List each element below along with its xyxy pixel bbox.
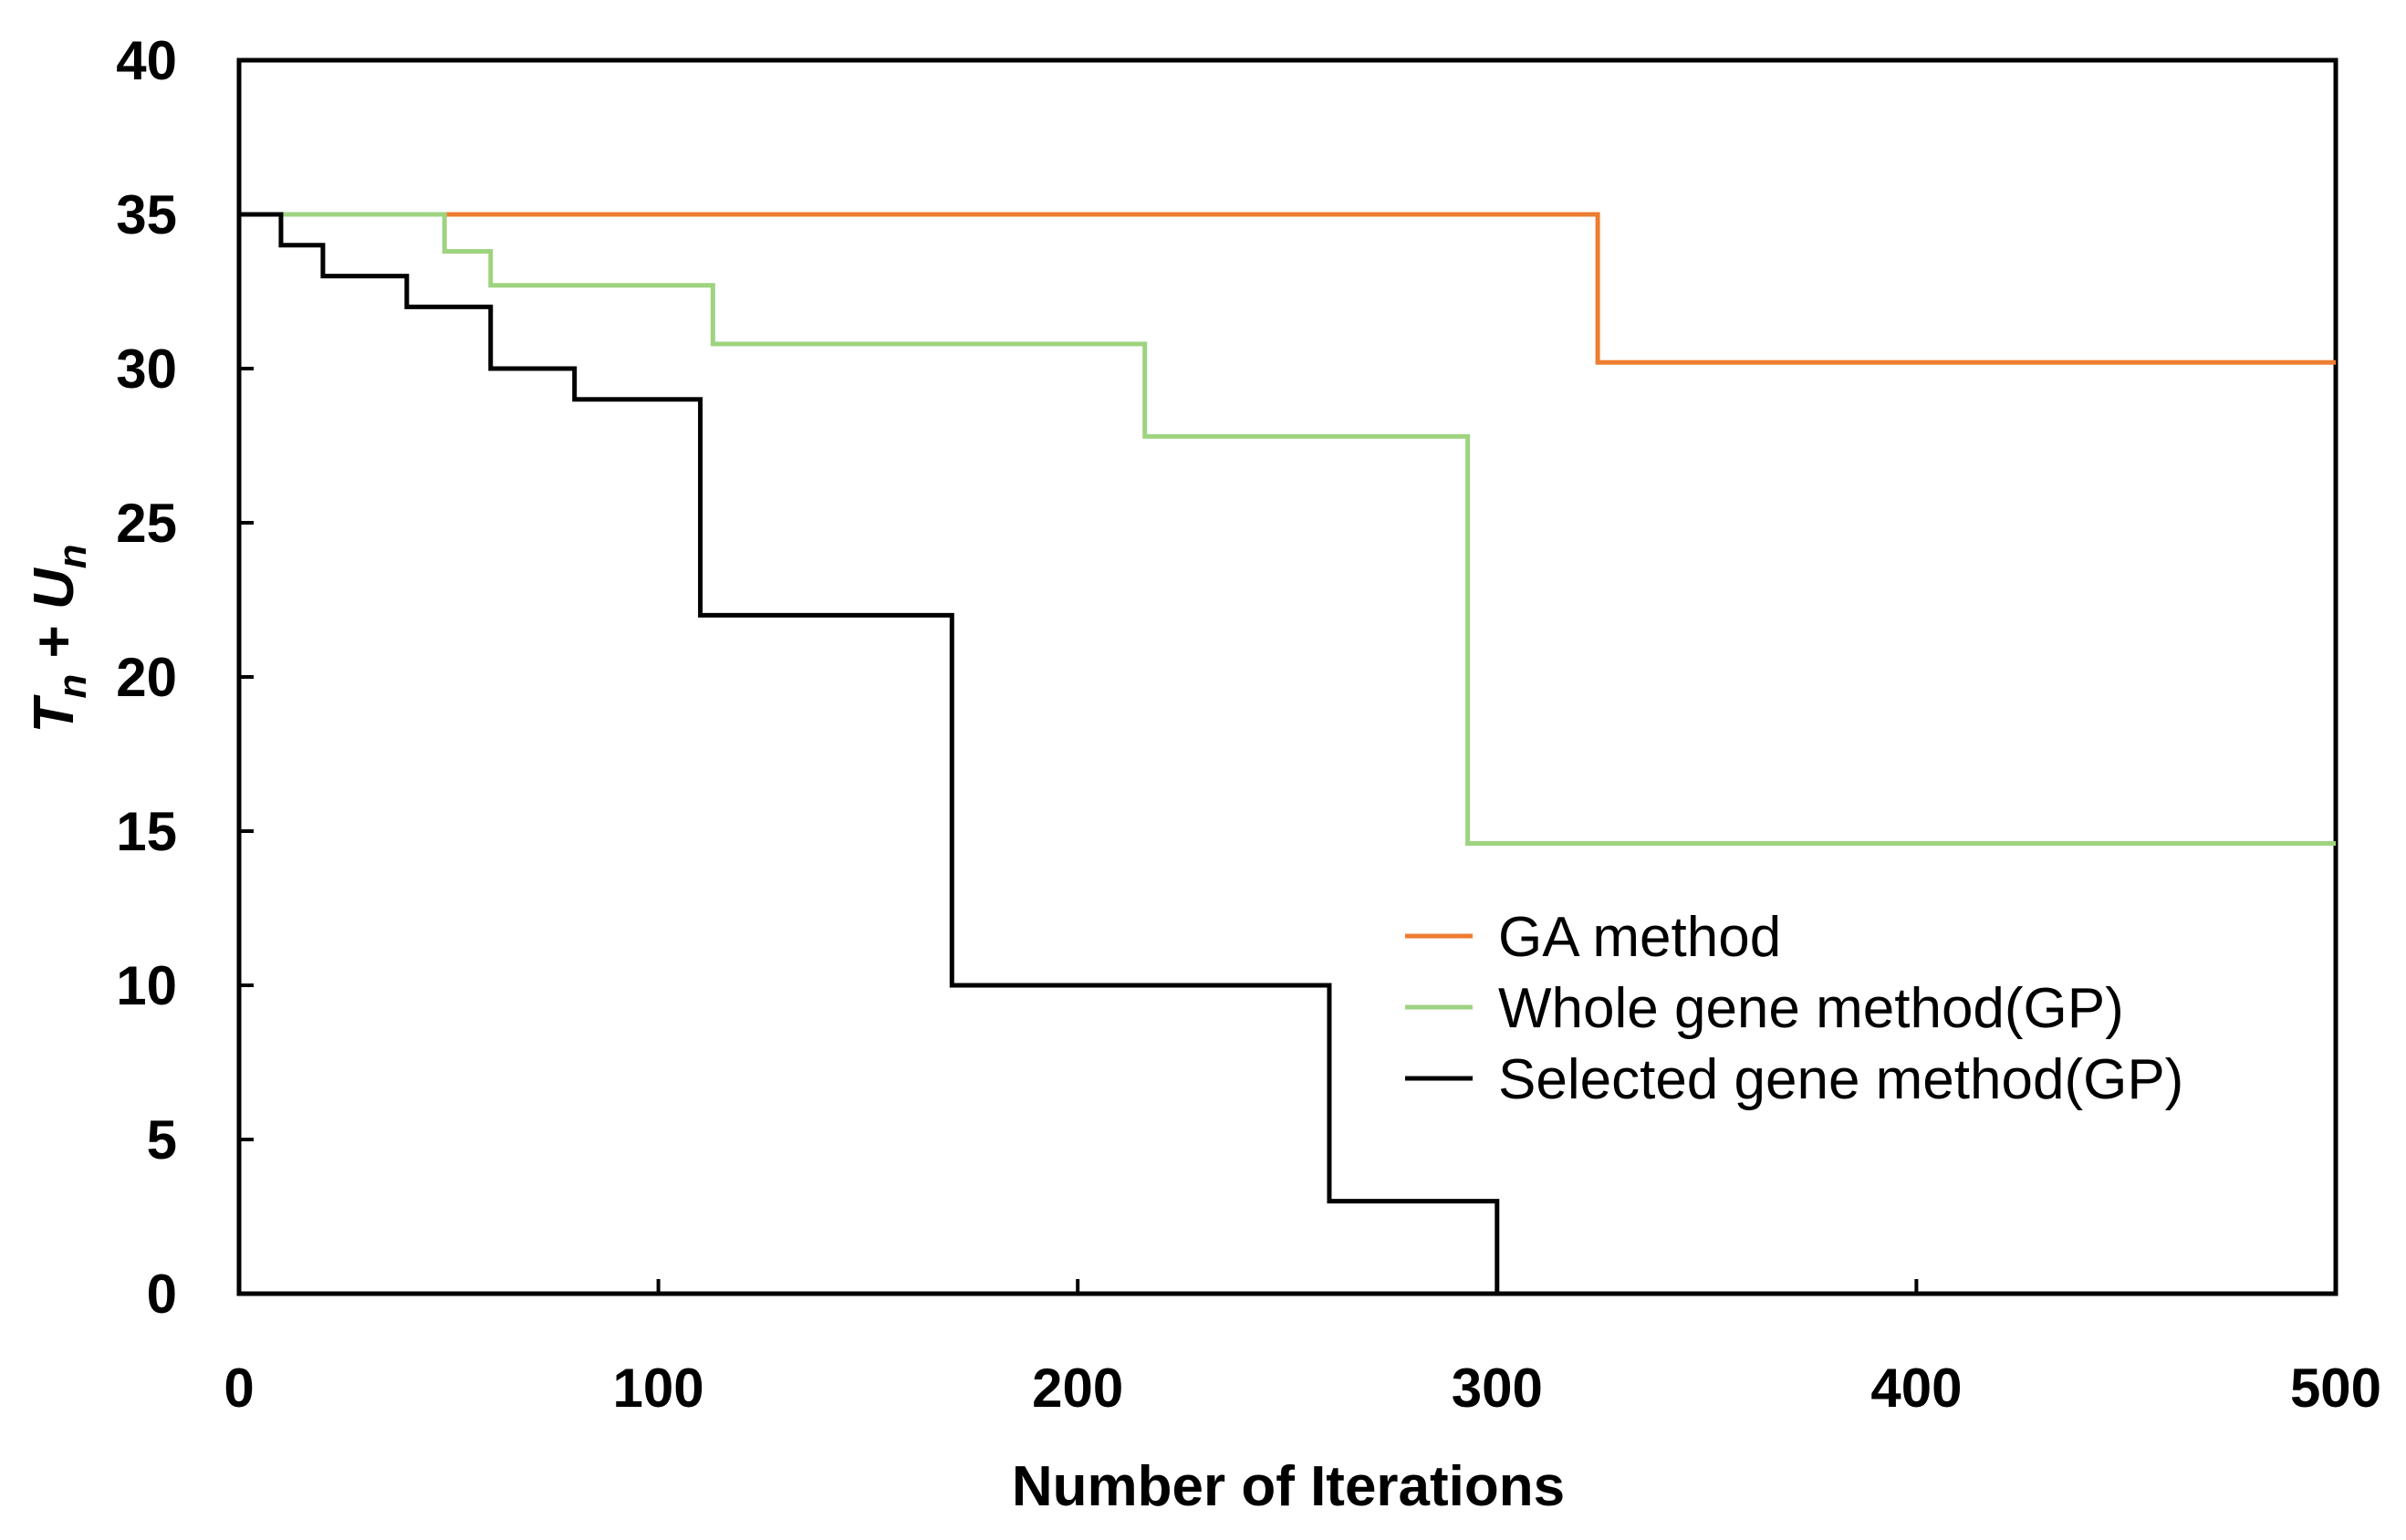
series-layer <box>239 212 2336 1294</box>
legend-label-whole-gene-method-gp: Whole gene method(GP) <box>1498 977 2124 1040</box>
series-line-selected-gene-method-gp <box>239 212 1500 1294</box>
x-axis-title: Number of Iterations <box>1012 1455 1565 1518</box>
legend: GA method Whole gene method(GP) Selected g… <box>1405 906 2183 1111</box>
y-tick-label: 10 <box>116 955 177 1016</box>
x-tick-label: 400 <box>1870 1358 1962 1419</box>
y-tick-label: 35 <box>116 184 177 245</box>
y-tick-label: 30 <box>116 338 177 400</box>
x-axis: 0 100 200 300 400 500 <box>224 1279 2381 1419</box>
y-tick-label: 15 <box>116 801 177 862</box>
y-tick-label: 40 <box>116 30 177 91</box>
x-tick-label: 0 <box>224 1358 254 1419</box>
y-tick-label: 25 <box>116 493 177 554</box>
y-tick-label: 0 <box>147 1264 177 1325</box>
y-axis-title: Tn + Un <box>23 544 95 733</box>
legend-label-selected-gene-method-gp: Selected gene method(GP) <box>1498 1048 2183 1111</box>
series-line-ga-method <box>239 212 2336 365</box>
y-tick-label: 20 <box>116 647 177 708</box>
y-tick-label: 5 <box>147 1109 177 1171</box>
legend-label-ga-method: GA method <box>1498 906 1781 969</box>
x-tick-label: 500 <box>2290 1358 2381 1419</box>
series-line-whole-gene-method-gp <box>239 212 2336 847</box>
x-tick-label: 200 <box>1032 1358 1123 1419</box>
y-axis: 0 5 10 15 20 25 30 35 40 <box>116 30 254 1325</box>
x-tick-label: 100 <box>613 1358 704 1419</box>
x-tick-label: 300 <box>1452 1358 1543 1419</box>
